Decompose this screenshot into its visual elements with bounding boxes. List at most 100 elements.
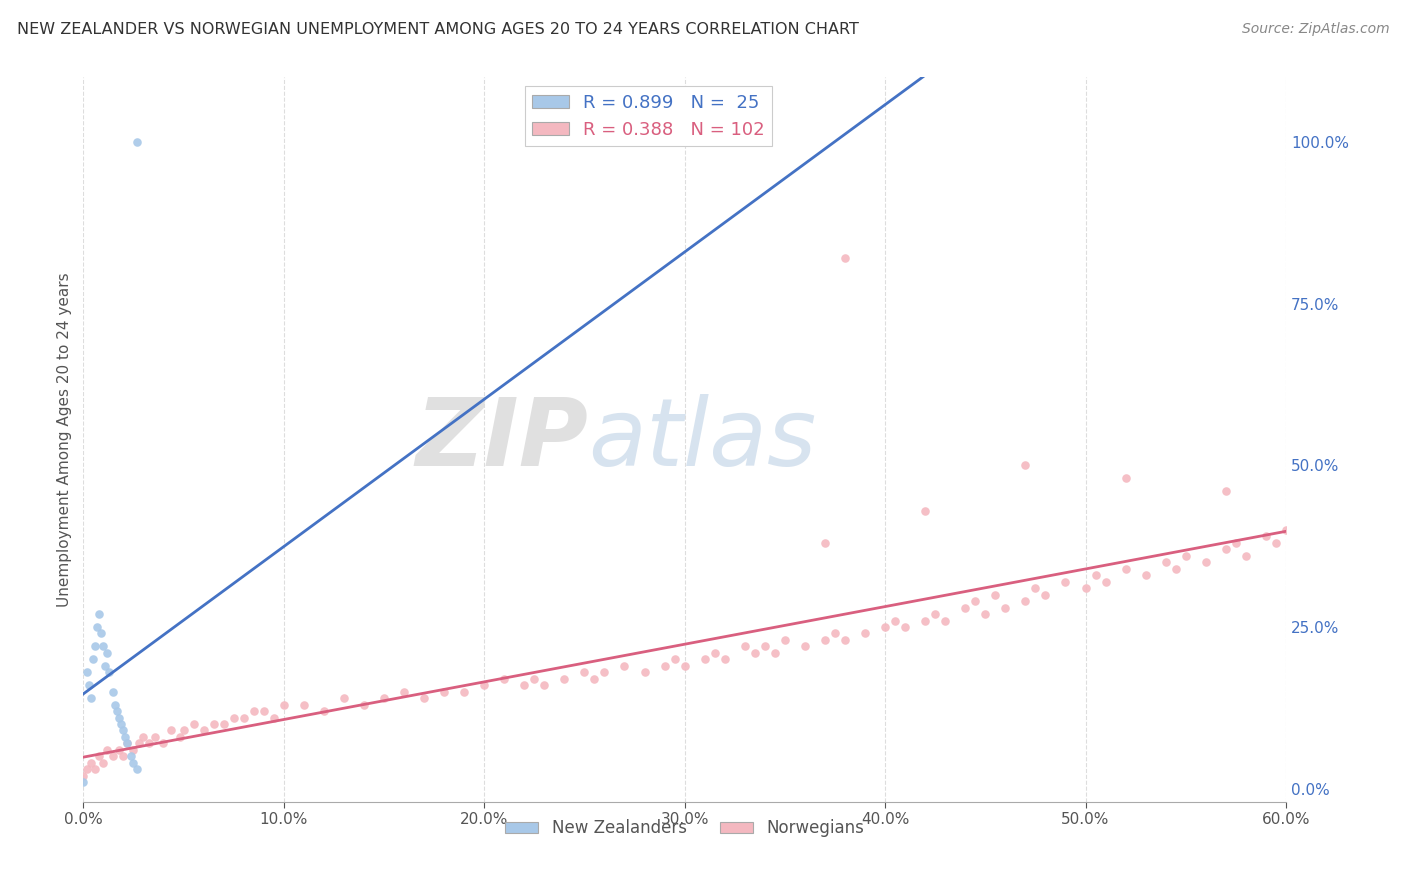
Point: [754, 640, 776, 654]
Point: [664, 652, 686, 666]
Point: [138, 736, 160, 750]
Point: [98, 665, 121, 680]
Point: [894, 620, 917, 634]
Point: [1115, 471, 1137, 485]
Point: [127, 762, 149, 776]
Text: NEW ZEALANDER VS NORWEGIAN UNEMPLOYMENT AMONG AGES 20 TO 24 YEARS CORRELATION CH: NEW ZEALANDER VS NORWEGIAN UNEMPLOYMENT …: [17, 22, 859, 37]
Point: [96, 646, 118, 660]
Point: [1084, 568, 1107, 582]
Point: [76, 665, 98, 680]
Point: [773, 632, 796, 647]
Point: [914, 614, 936, 628]
Point: [91, 640, 114, 654]
Point: [574, 665, 596, 680]
Point: [86, 620, 108, 634]
Text: Source: ZipAtlas.com: Source: ZipAtlas.com: [1241, 22, 1389, 37]
Point: [94, 658, 117, 673]
Point: [193, 723, 215, 738]
Point: [82, 652, 104, 666]
Point: [914, 503, 936, 517]
Point: [1275, 523, 1298, 537]
Point: [273, 698, 295, 712]
Point: [1254, 529, 1277, 543]
Point: [80, 756, 103, 770]
Point: [994, 600, 1017, 615]
Point: [693, 652, 716, 666]
Point: [1154, 555, 1177, 569]
Point: [253, 704, 276, 718]
Point: [122, 743, 145, 757]
Point: [392, 684, 415, 698]
Point: [91, 756, 114, 770]
Point: [222, 710, 245, 724]
Point: [814, 632, 837, 647]
Point: [84, 640, 107, 654]
Point: [513, 678, 536, 692]
Point: [1215, 542, 1237, 557]
Point: [965, 594, 987, 608]
Point: [1054, 574, 1077, 589]
Point: [373, 691, 395, 706]
Point: [1024, 581, 1046, 595]
Point: [114, 730, 136, 744]
Point: [96, 743, 118, 757]
Point: [90, 626, 112, 640]
Point: [89, 749, 111, 764]
Text: atlas: atlas: [589, 394, 817, 485]
Point: [824, 626, 846, 640]
Point: [814, 536, 837, 550]
Point: [853, 626, 876, 640]
Point: [108, 743, 131, 757]
Point: [1035, 588, 1057, 602]
Point: [494, 672, 516, 686]
Point: [108, 710, 131, 724]
Point: [312, 704, 335, 718]
Point: [117, 736, 139, 750]
Point: [263, 710, 285, 724]
Point: [104, 698, 127, 712]
Legend: New Zealanders, Norwegians: New Zealanders, Norwegians: [498, 813, 872, 844]
Point: [128, 736, 150, 750]
Point: [110, 717, 132, 731]
Y-axis label: Unemployment Among Ages 20 to 24 years: Unemployment Among Ages 20 to 24 years: [58, 272, 72, 607]
Point: [292, 698, 315, 712]
Point: [79, 678, 101, 692]
Point: [834, 632, 856, 647]
Point: [112, 723, 135, 738]
Point: [1234, 549, 1257, 563]
Point: [974, 607, 997, 621]
Point: [413, 691, 436, 706]
Point: [145, 730, 167, 744]
Point: [333, 691, 356, 706]
Point: [232, 710, 254, 724]
Point: [103, 749, 125, 764]
Point: [984, 588, 1007, 602]
Point: [433, 684, 456, 698]
Point: [713, 652, 735, 666]
Point: [734, 640, 756, 654]
Point: [873, 620, 896, 634]
Point: [654, 658, 676, 673]
Point: [703, 646, 725, 660]
Point: [593, 665, 616, 680]
Point: [453, 684, 475, 698]
Point: [183, 717, 205, 731]
Point: [117, 736, 139, 750]
Point: [793, 640, 815, 654]
Point: [1135, 568, 1157, 582]
Point: [1215, 484, 1237, 499]
Point: [173, 723, 195, 738]
Point: [202, 717, 225, 731]
Point: [1014, 458, 1036, 473]
Point: [120, 749, 142, 764]
Point: [169, 730, 191, 744]
Point: [744, 646, 766, 660]
Point: [1195, 555, 1218, 569]
Point: [1164, 562, 1187, 576]
Point: [122, 756, 145, 770]
Point: [72, 769, 94, 783]
Point: [633, 665, 655, 680]
Point: [763, 646, 786, 660]
Point: [472, 678, 495, 692]
Point: [934, 614, 956, 628]
